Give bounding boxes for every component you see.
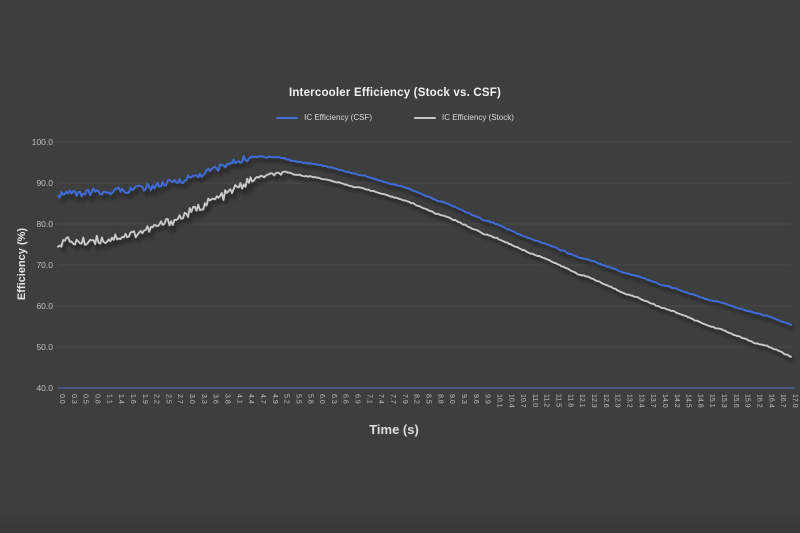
legend-label-stock: IC Efficiency (Stock) bbox=[442, 113, 514, 122]
legend-item-csf: IC Efficiency (CSF) bbox=[276, 113, 372, 122]
x-tick-label: 1.6 bbox=[129, 394, 136, 404]
x-tick-label: 11.5 bbox=[555, 394, 562, 407]
x-tick-label: 11.0 bbox=[531, 394, 538, 407]
y-tick-label: 40.0 bbox=[36, 383, 53, 393]
x-tick-label: 3.3 bbox=[200, 394, 207, 404]
y-tick-label: 70.0 bbox=[36, 260, 53, 270]
x-tick-label: 12.6 bbox=[602, 394, 609, 408]
csf-line-swatch-icon bbox=[276, 116, 299, 119]
x-tick-label: 9.0 bbox=[448, 394, 455, 404]
x-tick-label: 2.7 bbox=[176, 394, 183, 404]
x-tick-label: 2.5 bbox=[164, 394, 171, 404]
y-axis-title: Efficiency (%) bbox=[16, 227, 28, 301]
x-tick-label: 15.6 bbox=[732, 394, 739, 408]
series-line-stock bbox=[57, 170, 792, 358]
y-tick-label: 80.0 bbox=[36, 219, 53, 229]
x-tick-label: 15.1 bbox=[708, 394, 715, 408]
x-tick-label: 10.4 bbox=[507, 394, 514, 408]
x-tick-label: 17.0 bbox=[791, 394, 798, 408]
x-tick-label: 12.9 bbox=[614, 394, 621, 408]
x-tick-label: 3.8 bbox=[224, 394, 231, 404]
x-tick-label: 7.9 bbox=[401, 394, 408, 404]
x-tick-label: 14.2 bbox=[673, 394, 680, 408]
series-shadow bbox=[59, 153, 795, 331]
x-tick-label: 3.0 bbox=[188, 394, 195, 404]
x-tick-label: 8.2 bbox=[413, 394, 420, 404]
x-tick-label: 16.7 bbox=[779, 394, 786, 408]
x-tick-label: 12.1 bbox=[578, 394, 585, 408]
x-tick-label: 15.3 bbox=[720, 394, 727, 408]
x-tick-label: 9.3 bbox=[460, 394, 467, 404]
x-tick-label: 6.6 bbox=[342, 394, 349, 404]
x-tick-label: 13.4 bbox=[637, 394, 644, 408]
x-tick-label: 4.9 bbox=[271, 394, 278, 404]
y-tick-label: 90.0 bbox=[36, 178, 53, 188]
x-tick-label: 3.6 bbox=[212, 394, 219, 404]
x-tick-label: 7.4 bbox=[377, 394, 384, 404]
x-tick-label: 11.8 bbox=[566, 394, 573, 407]
legend-item-stock: IC Efficiency (Stock) bbox=[414, 113, 514, 122]
x-axis-title: Time (s) bbox=[369, 422, 419, 437]
x-tick-label: 7.1 bbox=[365, 394, 372, 404]
x-tick-label: 10.7 bbox=[519, 394, 526, 408]
x-tick-label: 0.5 bbox=[82, 394, 89, 404]
x-tick-label: 4.7 bbox=[259, 394, 266, 404]
x-tick-label: 5.8 bbox=[306, 394, 313, 404]
legend-label-csf: IC Efficiency (CSF) bbox=[304, 113, 372, 122]
x-tick-label: 6.9 bbox=[354, 394, 361, 404]
x-tick-label: 1.4 bbox=[117, 394, 124, 404]
x-tick-label: 4.4 bbox=[247, 394, 254, 404]
x-tick-label: 5.2 bbox=[283, 394, 290, 404]
x-tick-label: 8.8 bbox=[436, 394, 443, 404]
x-tick-label: 0.3 bbox=[70, 394, 77, 404]
legend: IC Efficiency (CSF) IC Efficiency (Stock… bbox=[0, 113, 790, 122]
x-tick-label: 13.7 bbox=[649, 394, 656, 408]
x-tick-label: 5.5 bbox=[294, 394, 301, 404]
x-tick-label: 1.1 bbox=[105, 394, 112, 404]
x-tick-label: 14.5 bbox=[685, 394, 692, 408]
x-tick-label: 6.0 bbox=[318, 394, 325, 404]
x-tick-label: 16.2 bbox=[756, 394, 763, 408]
x-tick-label: 9.9 bbox=[484, 394, 491, 404]
x-tick-label: 7.7 bbox=[389, 394, 396, 404]
x-tick-label: 8.5 bbox=[425, 394, 432, 404]
y-tick-label: 100.0 bbox=[32, 137, 54, 147]
x-tick-label: 16.4 bbox=[767, 394, 774, 408]
x-tick-label: 0.8 bbox=[93, 394, 100, 404]
series-shadow bbox=[59, 173, 795, 363]
x-tick-label: 6.3 bbox=[330, 394, 337, 404]
x-tick-label: 13.2 bbox=[625, 394, 632, 408]
x-tick-label: 14.0 bbox=[661, 394, 668, 408]
x-tick-label: 4.1 bbox=[235, 394, 242, 404]
x-tick-label: 0.0 bbox=[58, 394, 65, 404]
x-tick-label: 10.1 bbox=[495, 394, 502, 408]
x-tick-label: 15.9 bbox=[744, 394, 751, 408]
y-tick-label: 50.0 bbox=[36, 342, 53, 352]
chart-title: Intercooler Efficiency (Stock vs. CSF) bbox=[288, 87, 502, 99]
x-tick-label: 9.6 bbox=[472, 394, 479, 404]
series-line-csf bbox=[57, 155, 792, 326]
stock-line-swatch-icon bbox=[414, 116, 436, 119]
x-tick-label: 2.2 bbox=[153, 394, 160, 404]
x-tick-label: 14.8 bbox=[696, 394, 703, 408]
y-tick-label: 60.0 bbox=[36, 301, 53, 311]
x-tick-label: 1.9 bbox=[141, 394, 148, 404]
x-tick-label: 12.3 bbox=[590, 394, 597, 408]
x-tick-label: 11.2 bbox=[543, 394, 550, 407]
